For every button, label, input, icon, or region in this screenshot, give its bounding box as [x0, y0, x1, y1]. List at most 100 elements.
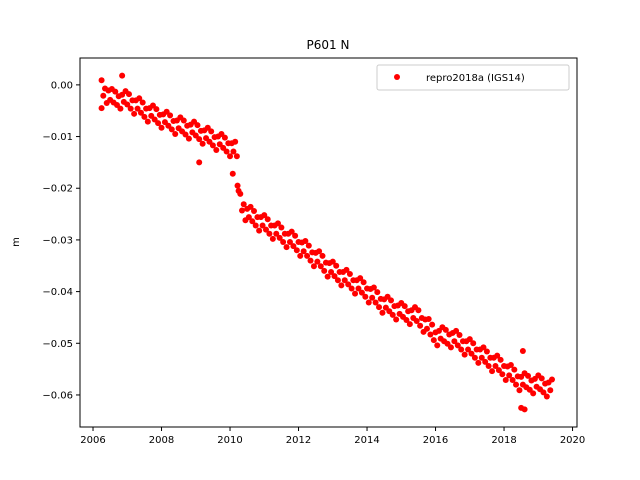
data-point — [511, 366, 518, 373]
data-point — [415, 307, 422, 314]
data-point — [293, 247, 300, 254]
y-tick-label: 0.00 — [51, 80, 73, 91]
data-point — [338, 282, 345, 289]
plot-frame — [79, 57, 578, 428]
data-point — [286, 238, 293, 245]
data-point — [136, 95, 143, 102]
y-tick-label: −0.04 — [42, 287, 73, 298]
data-point — [249, 218, 256, 225]
data-point — [239, 207, 246, 214]
data-point — [233, 153, 240, 160]
data-point — [507, 361, 514, 368]
data-point — [221, 134, 228, 141]
data-point — [283, 244, 290, 251]
data-point — [317, 263, 324, 270]
data-point — [256, 227, 263, 234]
y-tick-label: −0.02 — [42, 184, 73, 195]
data-point — [280, 238, 287, 245]
data-point — [141, 113, 148, 120]
data-point — [358, 289, 365, 296]
data-point — [525, 372, 532, 379]
data-point — [119, 72, 126, 79]
data-points — [98, 72, 555, 413]
data-point — [194, 122, 201, 129]
data-point — [393, 316, 400, 323]
legend-label: repro2018a (IGS14) — [426, 73, 525, 84]
data-point — [269, 235, 276, 242]
y-tick-label: −0.03 — [42, 235, 73, 246]
data-point — [470, 340, 477, 347]
data-point — [292, 232, 299, 239]
data-point — [261, 212, 268, 219]
data-point — [262, 226, 269, 233]
data-point — [442, 326, 449, 333]
legend: repro2018a (IGS14) — [376, 64, 570, 91]
data-point — [341, 277, 348, 284]
data-point — [429, 321, 436, 328]
data-point — [223, 148, 230, 155]
data-point — [475, 359, 482, 366]
data-point — [182, 131, 189, 138]
data-point — [509, 376, 516, 383]
y-axis: 0.00 −0.01 −0.02 −0.03 −0.04 −0.05 −0.06 — [42, 80, 80, 401]
data-point — [495, 367, 502, 374]
data-point — [482, 358, 489, 365]
data-point — [307, 257, 314, 264]
data-point — [331, 273, 338, 280]
data-point — [158, 124, 165, 131]
data-point — [302, 237, 309, 244]
data-point — [137, 109, 144, 116]
data-point — [447, 344, 454, 351]
data-point — [229, 170, 236, 177]
data-point — [413, 318, 420, 325]
legend-marker — [394, 74, 400, 80]
data-point — [345, 281, 352, 288]
data-point — [492, 363, 499, 370]
data-point — [251, 207, 258, 214]
data-point — [403, 317, 410, 324]
data-point — [365, 299, 372, 306]
data-point — [458, 346, 465, 353]
x-tick-label: 2010 — [217, 435, 242, 446]
data-point — [234, 182, 241, 189]
data-point — [352, 290, 359, 297]
data-point — [167, 112, 174, 119]
data-point — [485, 363, 492, 370]
data-point — [548, 376, 555, 383]
data-point — [321, 267, 328, 274]
data-point — [305, 242, 312, 249]
data-point — [547, 387, 554, 394]
data-point — [543, 393, 550, 400]
data-point — [379, 309, 386, 316]
data-point — [290, 243, 297, 250]
data-point — [196, 159, 203, 166]
data-point — [328, 268, 335, 275]
data-point — [209, 142, 216, 149]
data-point — [125, 91, 132, 98]
data-point — [427, 331, 434, 338]
data-point — [372, 299, 379, 306]
data-point — [259, 222, 266, 229]
data-point — [230, 148, 237, 155]
data-point — [155, 120, 162, 127]
chart-title: P601 N — [307, 38, 350, 52]
data-point — [355, 285, 362, 292]
data-point — [264, 216, 271, 223]
data-point — [153, 106, 160, 113]
data-point — [497, 356, 504, 363]
data-point — [494, 352, 501, 359]
data-point — [502, 376, 509, 383]
data-point — [232, 138, 239, 145]
data-point — [319, 252, 326, 259]
data-point — [357, 275, 364, 282]
x-tick-label: 2008 — [149, 435, 174, 446]
data-point — [499, 371, 506, 378]
data-point — [521, 406, 528, 413]
data-point — [374, 289, 381, 296]
data-point — [237, 190, 244, 197]
data-point — [388, 297, 395, 304]
x-tick-label: 2016 — [423, 435, 448, 446]
data-point — [370, 284, 377, 291]
data-point — [274, 220, 281, 227]
